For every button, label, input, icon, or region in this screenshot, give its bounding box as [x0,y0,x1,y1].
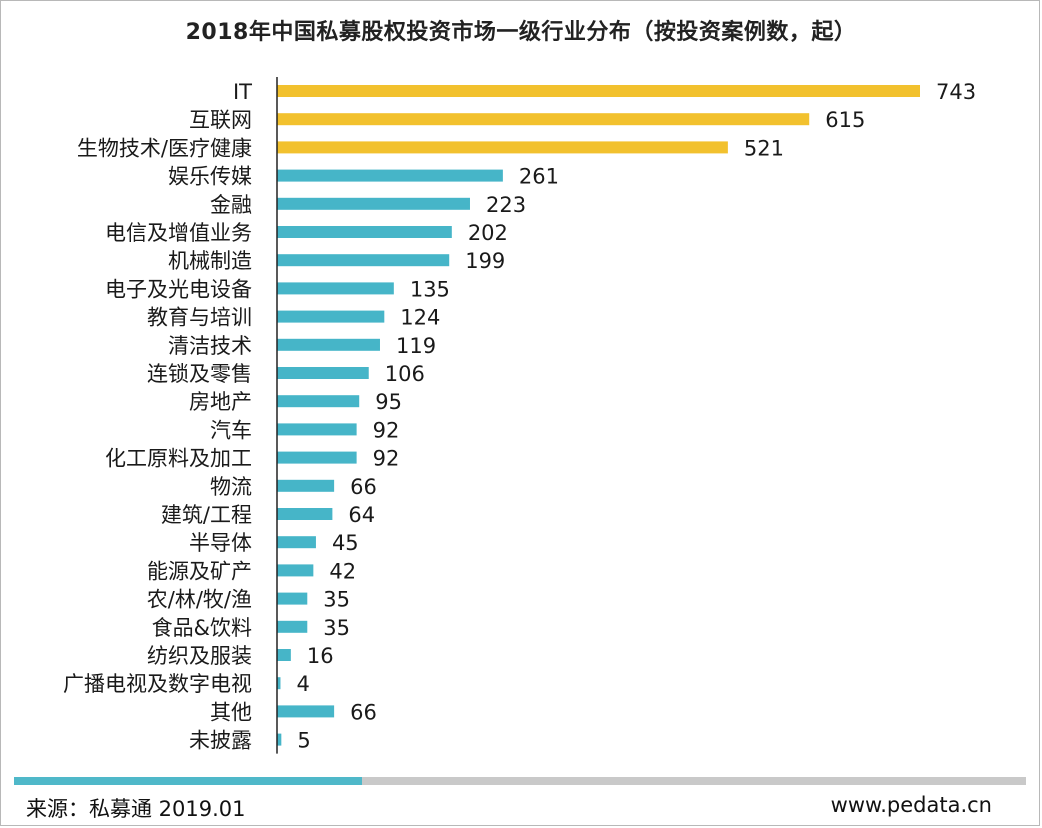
bar-9 [277,338,380,351]
category-label-14: 物流 [210,475,252,499]
category-labels-group: IT 互联网生物技术/医疗健康娱乐传媒金融电信及增值业务机械制造电子及光电设备教育… [63,80,252,753]
value-label-9: 119 [396,334,436,358]
category-label-13: 化工原料及加工 [105,447,252,471]
category-label-17: 能源及矿产 [147,559,252,583]
category-label-7: 电子及光电设备 [105,277,252,301]
category-label-1: 互联网 [189,108,252,132]
category-label-2: 生物技术/医疗健康 [77,136,252,160]
value-label-14: 66 [350,475,377,499]
bar-19 [277,620,308,633]
value-label-11: 95 [375,390,402,414]
bar-10 [277,367,369,379]
category-label-12: 汽车 [210,418,252,442]
value-label-13: 92 [373,447,400,471]
value-label-7: 135 [410,277,450,301]
bar-2 [277,141,728,154]
value-label-17: 42 [329,559,356,583]
category-label-11: 房地产 [189,390,252,414]
bar-6 [277,254,450,267]
bar-17 [277,564,314,577]
bar-0 [277,85,920,97]
footer-divider [14,777,1026,785]
value-label-16: 45 [332,531,359,555]
category-label-21: 广播电视及数字电视 [63,672,252,696]
bar-4 [277,197,470,210]
bar-11 [277,395,360,408]
source-note: 来源：私募通 2019.01 [26,797,246,821]
value-label-23: 5 [297,729,310,753]
category-label-23: 未披露 [189,729,252,753]
value-label-22: 66 [350,700,377,724]
value-label-10: 106 [385,362,425,386]
chart-title: 2018年中国私募股权投资市场一级行业分布（按投资案例数，起） [185,20,857,45]
bar-16 [277,536,316,549]
category-label-6: 机械制造 [168,249,252,273]
bar-22 [277,705,335,718]
category-label-9: 清洁技术 [168,334,252,358]
value-label-8: 124 [400,306,440,330]
bar-18 [277,592,308,605]
bar-23 [277,733,282,746]
category-label-18: 农/林/牧/渔 [147,588,252,612]
bar-13 [277,451,357,464]
category-label-10: 连锁及零售 [147,362,252,386]
bar-7 [277,282,394,295]
value-label-12: 92 [373,418,400,442]
website-link[interactable]: www.pedata.cn [830,793,992,817]
value-label-0: 743 [936,80,976,104]
bar-8 [277,310,385,323]
value-label-20: 16 [307,644,334,668]
value-label-15: 64 [348,503,375,527]
category-label-22: 其他 [210,700,252,724]
bar-20 [277,649,291,661]
value-label-21: 4 [296,672,309,696]
value-label-4: 223 [486,193,526,217]
bar-5 [277,226,452,238]
category-label-3: 娱乐传媒 [168,165,252,189]
value-label-3: 261 [519,165,559,189]
bars-group [277,85,920,746]
footer-divider-accent [14,777,362,785]
bar-3 [277,169,503,182]
category-label-19: 食品&饮料 [152,616,252,640]
category-label-4: 金融 [210,193,252,217]
value-label-2: 521 [744,136,784,160]
bar-12 [277,423,357,436]
category-label-15: 建筑/工程 [161,503,252,527]
category-label-5: 电信及增值业务 [105,221,252,245]
value-label-5: 202 [468,221,508,245]
value-label-19: 35 [323,616,350,640]
value-labels-group: 743 615 521 261 223 202 199 135 124 119 106 95 92 92 6… [296,80,976,753]
value-label-6: 199 [465,249,505,273]
category-label-16: 半导体 [189,531,252,555]
category-label-0: IT [233,80,252,104]
bar-21 [277,677,281,690]
category-label-8: 教育与培训 [147,306,252,330]
bar-1 [277,113,810,126]
value-label-1: 615 [825,108,865,132]
bar-14 [277,479,335,492]
category-label-20: 纺织及服装 [147,644,252,668]
bar-15 [277,508,333,520]
value-label-18: 35 [323,588,350,612]
